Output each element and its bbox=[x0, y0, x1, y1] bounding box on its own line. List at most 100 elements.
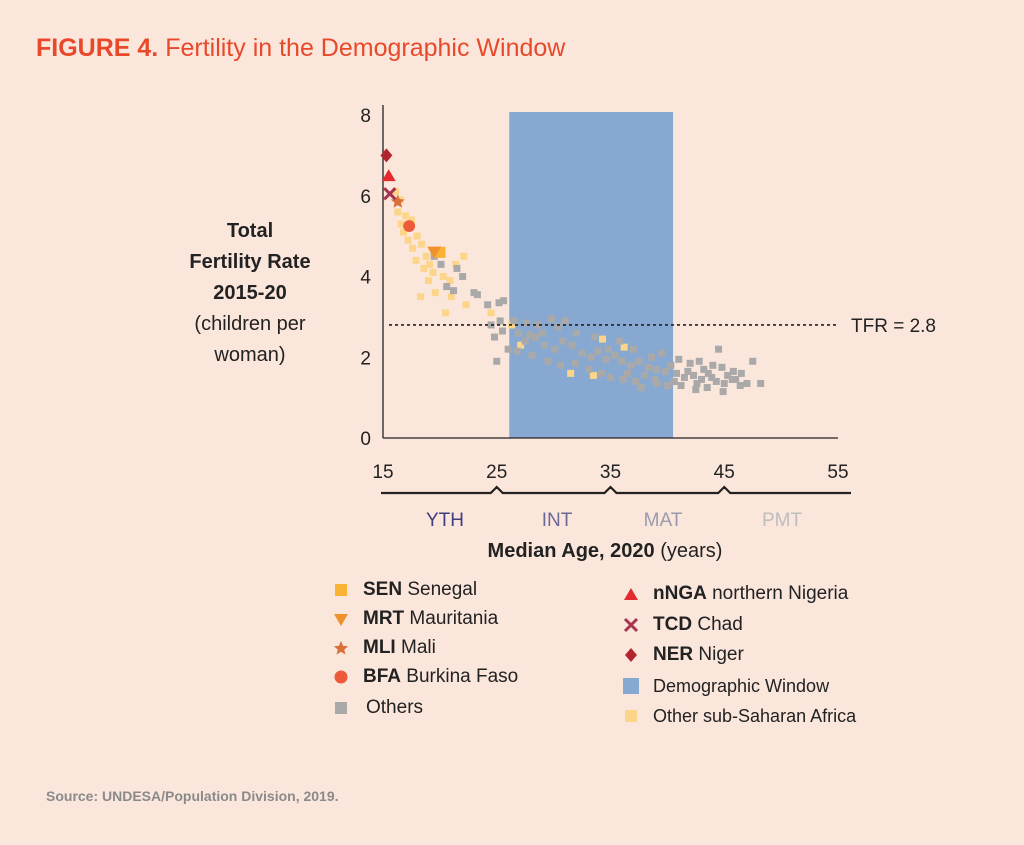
x-axis-title-unit: (years) bbox=[655, 540, 723, 562]
legend-code: MRT bbox=[363, 608, 405, 629]
point-others bbox=[484, 301, 492, 309]
legend-label: TCD Chad bbox=[653, 611, 743, 639]
legend-label: Other sub-Saharan Africa bbox=[653, 706, 857, 726]
point-others bbox=[690, 371, 698, 379]
point-other-ssa bbox=[392, 188, 400, 196]
point-others bbox=[724, 371, 732, 379]
point-others bbox=[736, 382, 744, 390]
point-others bbox=[500, 297, 508, 305]
point-others bbox=[637, 384, 645, 392]
point-others bbox=[602, 355, 610, 363]
point-others bbox=[443, 283, 451, 291]
point-others bbox=[513, 347, 521, 355]
point-others bbox=[692, 386, 700, 394]
point-other-ssa bbox=[517, 341, 525, 349]
point-others bbox=[698, 375, 705, 383]
legend-right: nNGA northern Nigeria TCD Chad NER Niger De… bbox=[623, 580, 963, 730]
point-others bbox=[559, 337, 567, 345]
triangle-down-marker-icon bbox=[334, 614, 348, 626]
y-tick-label: 4 bbox=[360, 268, 371, 289]
point-other-ssa bbox=[439, 273, 447, 280]
point-others bbox=[743, 379, 751, 387]
point-others bbox=[712, 377, 720, 385]
point-other-ssa bbox=[418, 240, 426, 248]
point-other-ssa bbox=[404, 236, 412, 244]
point-other-ssa bbox=[452, 260, 460, 268]
circle-marker-icon bbox=[334, 670, 348, 684]
age-group-bracket bbox=[381, 485, 851, 495]
point-others bbox=[661, 367, 669, 375]
age-group-label-yth: YTH bbox=[426, 510, 464, 531]
point-others bbox=[693, 379, 701, 387]
point-others bbox=[538, 329, 546, 337]
x-tick-label: 15 bbox=[372, 462, 393, 483]
point-other-ssa bbox=[599, 335, 607, 343]
point-others bbox=[473, 291, 481, 299]
point-bfa bbox=[403, 220, 416, 232]
legend-label: Others bbox=[366, 697, 424, 718]
point-other-ssa bbox=[420, 264, 428, 272]
square-marker-icon bbox=[335, 702, 347, 714]
figure-title: FIGURE 4. Fertility in the Demographic W… bbox=[36, 34, 565, 63]
point-others bbox=[651, 375, 659, 383]
legend-code: NER bbox=[653, 644, 694, 665]
point-other-ssa bbox=[462, 301, 470, 309]
point-others bbox=[652, 365, 660, 373]
point-others bbox=[720, 379, 728, 387]
point-others bbox=[703, 384, 711, 392]
x-axis-title: Median Age, 2020 (years) bbox=[488, 540, 723, 562]
point-others bbox=[493, 357, 501, 365]
point-others bbox=[629, 345, 637, 353]
point-others bbox=[611, 351, 619, 359]
square-marker-icon bbox=[625, 710, 637, 722]
y-tick-label: 2 bbox=[360, 348, 371, 369]
point-others bbox=[680, 373, 688, 381]
point-other-ssa bbox=[409, 244, 417, 252]
legend-label: BFA Burkina Faso bbox=[363, 663, 518, 691]
y-axis-title-line1: Total bbox=[226, 220, 274, 242]
point-others bbox=[521, 337, 529, 345]
point-others bbox=[594, 347, 602, 355]
point-other-ssa bbox=[412, 256, 420, 264]
point-others bbox=[459, 273, 467, 280]
point-other-ssa bbox=[447, 293, 455, 301]
y-axis-title-line4: (children per bbox=[194, 313, 306, 335]
point-others bbox=[504, 345, 512, 353]
square-marker-icon bbox=[335, 584, 347, 596]
point-ner bbox=[380, 148, 393, 163]
point-other-ssa bbox=[402, 212, 410, 220]
point-others bbox=[531, 333, 539, 341]
point-others bbox=[604, 345, 612, 353]
point-other-ssa bbox=[407, 216, 415, 224]
y-tick-label: 8 bbox=[360, 106, 371, 127]
point-others bbox=[619, 375, 627, 383]
point-others bbox=[749, 357, 757, 365]
x-tick-label: 25 bbox=[486, 462, 507, 483]
point-others bbox=[554, 323, 562, 331]
legend-name: Chad bbox=[692, 613, 743, 635]
point-others bbox=[684, 367, 692, 375]
point-others bbox=[572, 329, 580, 337]
point-other-ssa bbox=[567, 369, 575, 377]
point-sen bbox=[434, 246, 446, 258]
rect-marker-icon bbox=[623, 677, 639, 694]
point-others bbox=[597, 369, 605, 377]
point-nnga bbox=[381, 169, 396, 182]
y-axis-title-line3: 2015-20 bbox=[213, 282, 287, 304]
point-other-ssa bbox=[394, 208, 402, 216]
point-tcd bbox=[383, 187, 397, 201]
legend-code: BFA bbox=[363, 666, 401, 687]
point-other-ssa bbox=[589, 371, 597, 379]
point-other-ssa bbox=[460, 252, 468, 260]
point-others bbox=[526, 331, 534, 339]
age-group-label-mat: MAT bbox=[644, 510, 683, 531]
legend-label: nNGA northern Nigeria bbox=[653, 580, 848, 608]
legend-label: MRT Mauritania bbox=[363, 605, 498, 633]
legend-code: MLI bbox=[363, 637, 396, 658]
point-others bbox=[644, 363, 652, 371]
point-others bbox=[496, 317, 504, 325]
point-other-ssa bbox=[487, 309, 495, 317]
point-others bbox=[672, 369, 680, 377]
triangle-up-marker-icon bbox=[624, 588, 638, 600]
